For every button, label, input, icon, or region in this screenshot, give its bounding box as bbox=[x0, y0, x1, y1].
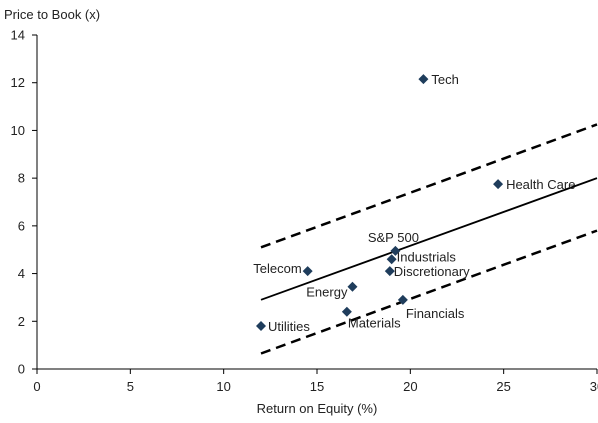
data-point-marker bbox=[390, 245, 401, 256]
data-point-label: Telecom bbox=[253, 261, 301, 276]
data-point-label: S&P 500 bbox=[368, 230, 419, 245]
y-tick-label: 0 bbox=[18, 362, 25, 377]
data-point-label: Discretionary bbox=[394, 264, 470, 279]
y-tick-label: 2 bbox=[18, 314, 25, 329]
data-point-label: Tech bbox=[431, 72, 458, 87]
x-tick-label: 20 bbox=[403, 379, 417, 394]
data-point-label: Utilities bbox=[268, 319, 310, 334]
data-point-marker bbox=[386, 254, 397, 265]
trend-lines bbox=[260, 123, 598, 355]
dashed-band-line bbox=[260, 123, 598, 249]
x-tick-label: 25 bbox=[496, 379, 510, 394]
y-tick-label: 8 bbox=[18, 171, 25, 186]
x-axis-ticks: 0 5 10 15 20 25 30 bbox=[33, 369, 598, 394]
dashed-band-line bbox=[260, 229, 598, 355]
y-tick-label: 6 bbox=[18, 218, 25, 233]
x-tick-label: 30 bbox=[590, 379, 598, 394]
data-point-marker bbox=[397, 294, 408, 305]
data-point-marker bbox=[347, 281, 358, 292]
data-point-marker bbox=[493, 179, 504, 190]
data-point-marker bbox=[418, 74, 429, 85]
data-points: Tech Health Care S&P 500 IndustrialsDiscret… bbox=[253, 72, 575, 334]
y-axis-ticks: 0 2 4 6 8 10 12 14 bbox=[11, 28, 37, 377]
data-point-label: Financials bbox=[406, 306, 465, 321]
data-point-label: Energy bbox=[306, 285, 348, 300]
x-axis-title: Return on Equity (%) bbox=[257, 401, 378, 416]
regression-line bbox=[260, 177, 598, 301]
data-point-marker bbox=[256, 321, 266, 332]
x-tick-label: 0 bbox=[33, 379, 40, 394]
x-tick-label: 10 bbox=[216, 379, 230, 394]
x-tick-label: 15 bbox=[310, 379, 324, 394]
data-point-label: Health Care bbox=[506, 177, 575, 192]
data-point-label: Materials bbox=[348, 316, 401, 331]
data-point-marker bbox=[341, 306, 352, 317]
y-tick-label: 12 bbox=[11, 75, 25, 90]
y-axis-title: Price to Book (x) bbox=[4, 7, 100, 22]
y-tick-label: 10 bbox=[11, 123, 25, 138]
data-point-label: Industrials bbox=[397, 249, 457, 264]
x-tick-label: 5 bbox=[127, 379, 134, 394]
y-tick-label: 14 bbox=[11, 28, 25, 43]
data-point-marker bbox=[302, 266, 313, 277]
data-point-marker bbox=[384, 266, 395, 277]
y-tick-label: 4 bbox=[18, 266, 25, 281]
